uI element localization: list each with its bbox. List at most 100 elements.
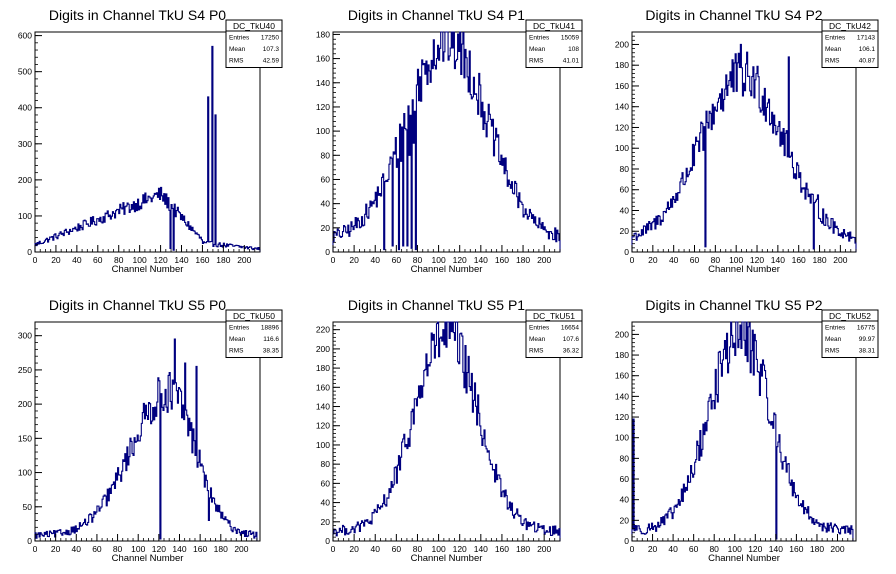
- y-tick-label: 40: [620, 205, 630, 215]
- y-tick-label: 200: [615, 39, 629, 49]
- x-tick-label: 100: [728, 544, 742, 554]
- stats-name: DC_TkU52: [829, 311, 871, 321]
- stats-name: DC_TkU50: [233, 311, 275, 321]
- x-tick-label: 0: [630, 544, 635, 554]
- x-tick-label: 20: [349, 544, 359, 554]
- y-tick-label: 100: [18, 211, 32, 221]
- x-tick-label: 100: [131, 544, 145, 554]
- stats-label: RMS: [529, 58, 544, 65]
- y-tick-label: 100: [316, 126, 330, 136]
- x-tick-label: 0: [33, 255, 38, 265]
- y-tick-label: 500: [18, 67, 32, 77]
- stats-label: Mean: [229, 46, 246, 53]
- x-tick-label: 160: [495, 544, 509, 554]
- x-tick-label: 180: [516, 544, 530, 554]
- y-tick-label: 60: [620, 474, 630, 484]
- y-tick-label: 0: [624, 247, 629, 257]
- stats-value: 107.3: [263, 46, 280, 53]
- histogram-series: [34, 338, 258, 541]
- x-tick-label: 20: [648, 255, 658, 265]
- chart-title: Digits in Channel TkU S4 P1: [348, 7, 525, 23]
- y-tick-label: 200: [18, 399, 32, 409]
- y-tick-label: 0: [27, 247, 32, 257]
- x-tick-label: 40: [669, 255, 679, 265]
- y-tick-label: 20: [620, 226, 630, 236]
- y-tick-label: 50: [23, 502, 33, 512]
- histogram-series: [631, 321, 854, 541]
- x-tick-label: 140: [174, 255, 188, 265]
- x-tick-label: 100: [729, 255, 743, 265]
- stats-label: RMS: [825, 58, 840, 65]
- y-tick-label: 220: [316, 325, 330, 335]
- stats-value: 17250: [261, 35, 279, 42]
- y-tick-label: 60: [321, 174, 331, 184]
- stats-label: Entries: [229, 325, 250, 332]
- x-tick-label: 20: [349, 255, 359, 265]
- y-tick-label: 400: [18, 103, 32, 113]
- x-tick-label: 60: [92, 544, 102, 554]
- stats-name: DC_TkU51: [533, 311, 575, 321]
- chart-title: Digits in Channel TkU S4 P0: [49, 7, 226, 23]
- x-tick-label: 100: [431, 255, 445, 265]
- y-tick-label: 100: [316, 440, 330, 450]
- x-axis-label: Channel Number: [112, 264, 184, 275]
- histogram-series: [332, 31, 561, 252]
- y-tick-label: 20: [321, 223, 331, 233]
- y-tick-label: 40: [321, 498, 331, 508]
- y-tick-label: 0: [624, 536, 629, 546]
- x-tick-label: 120: [152, 544, 166, 554]
- stats-value: 38.35: [263, 348, 280, 355]
- stats-value: 16775: [857, 325, 875, 332]
- x-axis-label: Channel Number: [411, 553, 483, 564]
- y-tick-label: 150: [18, 433, 32, 443]
- x-tick-label: 160: [495, 255, 509, 265]
- y-tick-label: 180: [615, 60, 629, 70]
- x-axis-label: Channel Number: [708, 553, 780, 564]
- y-tick-label: 0: [27, 536, 32, 546]
- y-tick-label: 180: [615, 350, 629, 360]
- stats-label: Mean: [529, 336, 546, 343]
- y-tick-label: 40: [620, 495, 630, 505]
- y-tick-label: 100: [615, 143, 629, 153]
- x-tick-label: 60: [689, 544, 699, 554]
- y-tick-label: 140: [316, 78, 330, 88]
- y-tick-label: 140: [615, 391, 629, 401]
- x-tick-label: 140: [769, 544, 783, 554]
- y-tick-label: 200: [18, 175, 32, 185]
- y-tick-label: 300: [18, 139, 32, 149]
- y-tick-label: 80: [620, 164, 630, 174]
- y-tick-label: 200: [316, 344, 330, 354]
- x-tick-label: 80: [709, 544, 719, 554]
- stats-label: RMS: [229, 348, 244, 355]
- stats-label: RMS: [825, 348, 840, 355]
- stats-label: Mean: [229, 336, 246, 343]
- y-tick-label: 80: [620, 453, 630, 463]
- y-tick-label: 250: [18, 365, 32, 375]
- stats-value: 17143: [857, 35, 875, 42]
- y-tick-label: 120: [615, 412, 629, 422]
- x-tick-label: 100: [133, 255, 147, 265]
- y-tick-label: 120: [615, 122, 629, 132]
- x-tick-label: 160: [789, 544, 803, 554]
- stats-box: [821, 309, 879, 358]
- histogram-panel: Digits in Channel TkU S4 P0 0 20 40 60 80 100 1…: [18, 7, 283, 275]
- x-tick-label: 160: [195, 255, 209, 265]
- x-tick-label: 140: [172, 544, 186, 554]
- y-tick-label: 100: [615, 433, 629, 443]
- chart-title: Digits in Channel TkU S5 P1: [348, 297, 525, 313]
- y-tick-label: 20: [321, 517, 331, 527]
- stats-label: Entries: [529, 35, 550, 42]
- x-tick-label: 180: [516, 255, 530, 265]
- y-tick-label: 40: [321, 199, 331, 209]
- x-tick-label: 60: [93, 255, 103, 265]
- stats-name: DC_TkU40: [233, 21, 275, 31]
- stats-value: 106.1: [859, 46, 876, 53]
- y-tick-label: 180: [316, 363, 330, 373]
- x-tick-label: 80: [413, 255, 423, 265]
- histogram-panel: Digits in Channel TkU S5 P1 0 20 40 60 80 100 1…: [316, 297, 583, 564]
- stats-value: 18896: [261, 325, 279, 332]
- y-tick-label: 160: [316, 382, 330, 392]
- chart-title: Digits in Channel TkU S5 P0: [49, 297, 226, 313]
- x-tick-label: 0: [331, 544, 336, 554]
- histogram-series: [332, 321, 561, 541]
